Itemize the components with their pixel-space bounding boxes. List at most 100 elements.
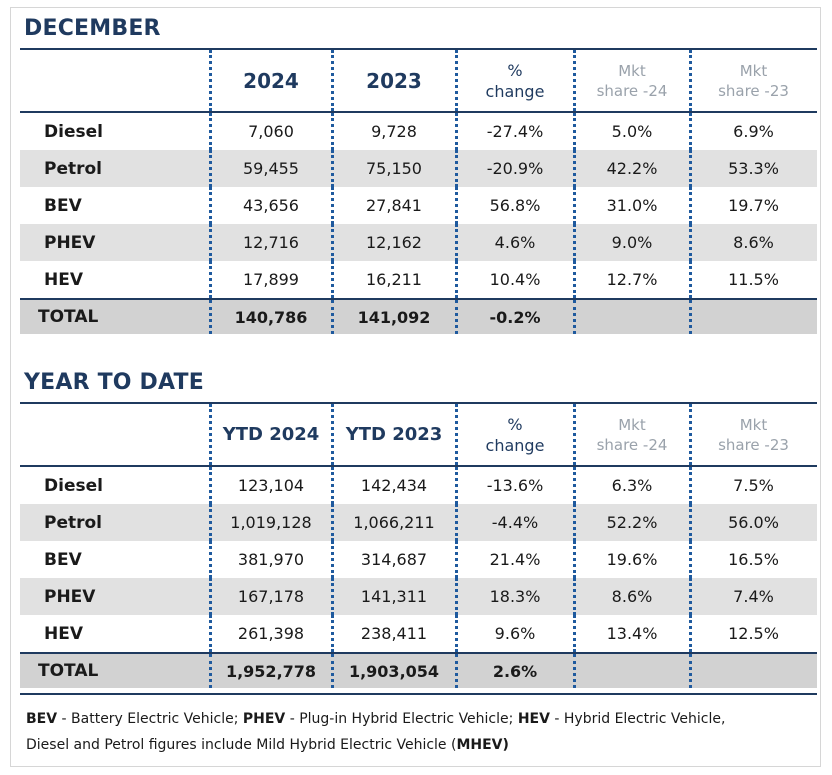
value-ytd-2023: 142,434 bbox=[360, 476, 428, 495]
column-separator bbox=[573, 578, 576, 615]
value-2024: 7,060 bbox=[248, 122, 294, 141]
column-separator bbox=[209, 224, 212, 261]
column-separator bbox=[331, 615, 334, 652]
mhev-abbr: MHEV) bbox=[456, 737, 509, 753]
column-separator bbox=[573, 404, 576, 465]
column-separator bbox=[209, 504, 212, 541]
fuel-label: PHEV bbox=[44, 232, 96, 253]
total-label: TOTAL bbox=[38, 661, 99, 681]
fuel-label: Petrol bbox=[44, 158, 103, 179]
table-row-hev: HEV 261,398 238,411 9.6% 13.4% 12.5% bbox=[20, 615, 817, 652]
column-separator bbox=[209, 654, 212, 688]
mkt-share-24: 13.4% bbox=[606, 624, 658, 643]
column-separator bbox=[689, 467, 692, 504]
phev-abbr: PHEV bbox=[242, 711, 286, 727]
value-ytd-2023: 1,066,211 bbox=[353, 513, 435, 532]
column-separator bbox=[455, 300, 458, 334]
column-separator bbox=[209, 300, 212, 334]
total-ytd-2023: 1,903,054 bbox=[348, 661, 440, 681]
header-mkt-word: Mkt bbox=[739, 415, 768, 434]
column-separator bbox=[455, 578, 458, 615]
column-separator bbox=[573, 224, 576, 261]
footnote-line-1: BEV - Battery Electric Vehicle; PHEV - P… bbox=[26, 706, 816, 732]
header-ytd-2023: YTD 2023 bbox=[345, 424, 443, 445]
table-row-total: TOTAL 1,952,778 1,903,054 2.6% bbox=[20, 652, 817, 688]
column-separator bbox=[455, 261, 458, 298]
header-mkt-word: Mkt bbox=[618, 415, 646, 434]
mkt-share-23: 12.5% bbox=[728, 624, 779, 643]
total-pct-change: 2.6% bbox=[492, 661, 538, 681]
column-separator bbox=[455, 113, 458, 150]
column-separator bbox=[689, 224, 692, 261]
mkt-share-23: 7.5% bbox=[733, 476, 774, 495]
mhev-note: Diesel and Petrol figures include Mild H… bbox=[26, 737, 457, 753]
december-section-title: DECEMBER bbox=[24, 16, 161, 41]
mkt-share-23: 56.0% bbox=[728, 513, 779, 532]
header-pct-symbol: % bbox=[507, 60, 523, 80]
value-2024: 17,899 bbox=[243, 270, 299, 289]
column-separator bbox=[573, 113, 576, 150]
value-ytd-2024: 123,104 bbox=[237, 476, 305, 495]
pct-change: 21.4% bbox=[489, 550, 541, 569]
mkt-share-24: 19.6% bbox=[606, 550, 658, 569]
mkt-share-23: 8.6% bbox=[733, 233, 774, 252]
header-fuel-label bbox=[20, 50, 210, 111]
mkt-share-24: 42.2% bbox=[606, 159, 658, 178]
column-separator bbox=[209, 578, 212, 615]
column-separator bbox=[689, 541, 692, 578]
mkt-share-24: 9.0% bbox=[611, 233, 653, 252]
fuel-label: Diesel bbox=[44, 121, 103, 142]
column-separator bbox=[455, 187, 458, 224]
column-separator bbox=[331, 187, 334, 224]
column-separator bbox=[331, 261, 334, 298]
table-row-petrol: Petrol 1,019,128 1,066,211 -4.4% 52.2% 5… bbox=[20, 504, 817, 541]
column-separator bbox=[455, 541, 458, 578]
table-row-diesel: Diesel 123,104 142,434 -13.6% 6.3% 7.5% bbox=[20, 467, 817, 504]
column-separator bbox=[455, 150, 458, 187]
fuel-label: Diesel bbox=[44, 475, 103, 496]
column-separator bbox=[455, 467, 458, 504]
column-separator bbox=[209, 261, 212, 298]
column-separator bbox=[573, 300, 576, 334]
mkt-share-23: 16.5% bbox=[728, 550, 779, 569]
column-separator bbox=[331, 654, 334, 688]
column-separator bbox=[331, 113, 334, 150]
column-separator bbox=[689, 113, 692, 150]
mkt-share-24: 6.3% bbox=[611, 476, 653, 495]
value-2023: 16,211 bbox=[366, 270, 422, 289]
column-separator bbox=[455, 50, 458, 111]
column-separator bbox=[689, 50, 692, 111]
column-separator bbox=[689, 504, 692, 541]
table-row-bev: BEV 43,656 27,841 56.8% 31.0% 19.7% bbox=[20, 187, 817, 224]
column-separator bbox=[573, 50, 576, 111]
mkt-share-24: 31.0% bbox=[606, 196, 658, 215]
column-separator bbox=[689, 615, 692, 652]
column-separator bbox=[331, 467, 334, 504]
column-separator bbox=[573, 541, 576, 578]
value-2023: 12,162 bbox=[366, 233, 422, 252]
column-separator bbox=[573, 504, 576, 541]
header-pct-change: % change bbox=[456, 404, 574, 465]
column-separator bbox=[209, 467, 212, 504]
mkt-share-24: 5.0% bbox=[611, 122, 653, 141]
footnote-line-2: Diesel and Petrol figures include Mild H… bbox=[26, 732, 816, 758]
fuel-label: HEV bbox=[44, 269, 83, 290]
header-fuel-label bbox=[20, 404, 210, 465]
pct-change: -27.4% bbox=[486, 122, 544, 141]
column-separator bbox=[209, 150, 212, 187]
fuel-label: PHEV bbox=[44, 586, 96, 607]
column-separator bbox=[689, 578, 692, 615]
column-separator bbox=[689, 150, 692, 187]
total-ytd-2024: 1,952,778 bbox=[225, 661, 317, 681]
value-ytd-2023: 141,311 bbox=[360, 587, 428, 606]
header-2024: 2024 bbox=[243, 68, 299, 93]
pct-change: -13.6% bbox=[486, 476, 544, 495]
column-separator bbox=[573, 654, 576, 688]
value-2023: 75,150 bbox=[366, 159, 422, 178]
table-row-phev: PHEV 167,178 141,311 18.3% 8.6% 7.4% bbox=[20, 578, 817, 615]
december-header-row: 2024 2023 % change Mkt share -24 Mkt sha… bbox=[20, 48, 817, 113]
table-row-bev: BEV 381,970 314,687 21.4% 19.6% 16.5% bbox=[20, 541, 817, 578]
pct-change: 56.8% bbox=[489, 196, 541, 215]
mkt-share-23: 11.5% bbox=[728, 270, 779, 289]
column-separator bbox=[331, 150, 334, 187]
